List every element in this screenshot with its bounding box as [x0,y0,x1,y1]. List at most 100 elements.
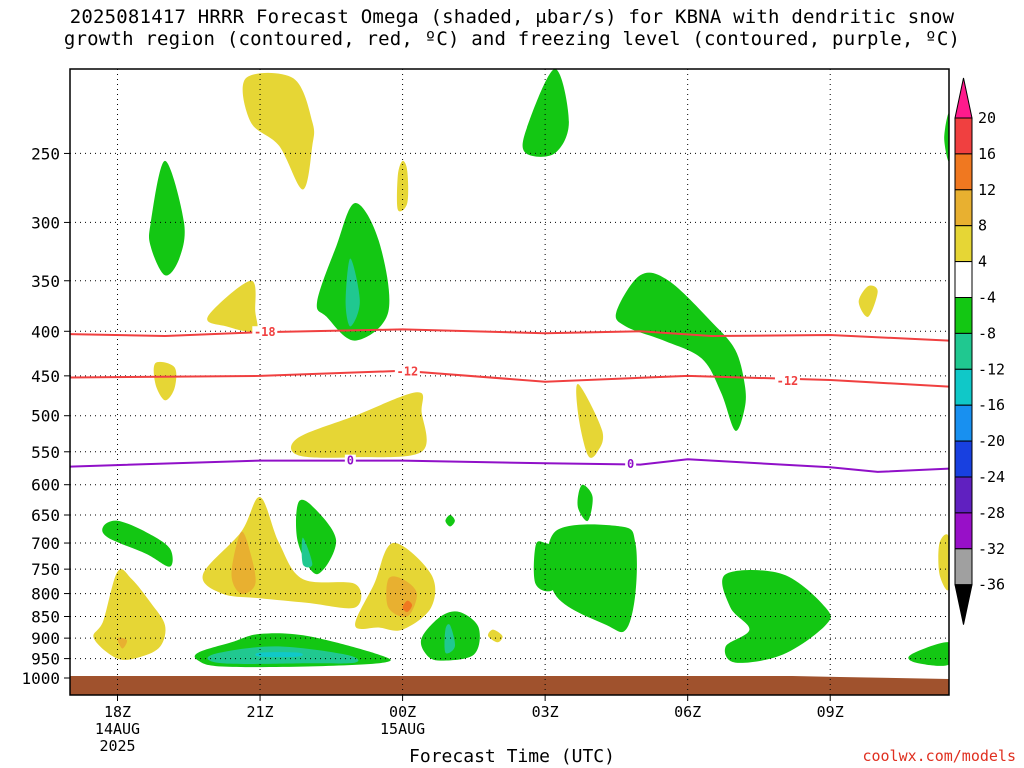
omega-region--4toto-8 [445,515,455,527]
contour-label: 0 [627,457,634,471]
colorbar-label: 4 [978,253,987,271]
y-tick-label: 850 [31,608,60,627]
omega-region-4toto8 [290,392,427,458]
omega-region--8toto-12 [301,537,313,568]
colorbar-top-triangle [954,77,973,119]
omega-region-4toto8 [576,384,604,458]
contour-label: -12 [397,365,419,379]
y-tick-label: 700 [31,534,60,553]
chart-title-line2: growth region (contoured, red, ºC) and f… [63,28,961,50]
colorbar-segment [954,476,973,514]
x-tick-label: 03Z [532,703,559,721]
y-tick-label: 750 [31,560,60,579]
omega-region--4toto-8 [547,524,637,633]
colorbar-segment [954,404,973,442]
omega-region--12toto-16 [255,652,303,658]
x-tick-label: 14AUG [95,720,140,738]
colorbar-segment [954,153,973,191]
colorbar-label: -32 [978,540,1005,558]
colorbar-label: -4 [978,289,996,307]
y-tick-label: 300 [31,213,60,232]
x-tick-label: 06Z [674,703,701,721]
omega-region-4toto8 [307,595,356,608]
y-tick-label: 500 [31,407,60,426]
contour-line-dendritic--18 [70,328,949,342]
colorbar-label: -8 [978,324,996,342]
x-axis-label: Forecast Time (UTC) [409,746,615,767]
omega-region--4toto-8 [149,160,185,276]
colorbar-label: 20 [978,109,996,127]
omega-region-4toto8 [93,569,166,660]
omega-region-8toto12 [231,531,256,594]
omega-region--4toto-8 [722,570,831,663]
omega-region-4toto8 [396,160,409,212]
colorbar-segment [954,440,973,478]
colorbar-label: -16 [978,396,1005,414]
contour-label-bg [774,374,800,386]
colorbar-label: -20 [978,432,1005,450]
x-tick-label: 2025 [99,737,135,755]
omega-region--4toto-8 [102,520,173,567]
colorbar-label: 12 [978,181,996,199]
colorbar-segment [954,117,973,155]
colorbar-segment [954,512,973,550]
x-tick-label: 21Z [247,703,274,721]
colorbar-segment [954,189,973,227]
colorbar-label: 16 [978,145,996,163]
colorbar-label: -28 [978,504,1005,522]
omega-region--4toto-8 [944,113,949,162]
chart-title: 2025081417 HRRR Forecast Omega (shaded, … [0,6,1024,50]
omega-region-4toto8 [938,534,949,591]
omega-region-4toto8 [858,285,878,317]
y-tick-label: 400 [31,322,60,341]
omega-region--4toto-8 [577,484,593,522]
contour-label-bg [625,457,637,469]
omega-region-12toto16 [402,600,413,613]
contour-label: -12 [777,374,799,388]
omega-region--4toto-8 [615,272,746,431]
ground-gap [792,676,949,679]
contour-line-freezing-0 [70,458,949,473]
colorbar-segment [954,225,973,263]
colorbar-label: -12 [978,360,1005,378]
y-tick-label: 900 [31,629,60,648]
omega-region-4toto8 [207,280,258,332]
y-tick-label: 950 [31,650,60,669]
contour-label-bg [344,454,356,466]
omega-region-4toto8 [242,72,315,190]
colorbar: 20 16 12 8 4 -4 -8 -12 -16 -20 -24 -28 -32 -36 [954,77,1005,625]
omega-region--8toto-12 [444,624,456,654]
colorbar-segment [954,297,973,334]
omega-region--4toto-8 [295,499,337,575]
colorbar-label: -24 [978,468,1005,486]
colorbar-segment [954,548,973,586]
x-tick-label: 00Z [389,703,416,721]
contour-label-bg [394,365,420,377]
omega-region-8toto12 [117,637,128,649]
y-tick-label: 350 [31,272,60,291]
omega-region-4toto8 [202,497,362,609]
x-tick-label: 18Z [104,703,131,721]
x-tick-label: 15AUG [380,720,425,738]
omega-region--4toto-8 [908,642,949,666]
contour-line-dendritic--12 [70,369,949,388]
contour-label-bg [252,326,278,338]
y-tick-label: 600 [31,476,60,495]
omega-region--4toto-8 [522,69,569,157]
omega-region-4toto8 [487,629,503,643]
plot-frame [69,68,950,696]
colorbar-label: 8 [978,217,987,235]
y-tick-label: 550 [31,443,60,462]
y-tick-label: 1000 [21,669,60,688]
colorbar-segment [954,368,973,406]
y-tick-label: 450 [31,367,60,386]
colorbar-segment [954,261,973,299]
colorbar-segment [954,332,973,370]
ground-strip [70,676,949,695]
x-tick-label: 09Z [817,703,844,721]
watermark: coolwx.com/models [862,747,1016,765]
colorbar-label: -36 [978,576,1005,594]
plot-area: -18 -12 -12 0 0 [70,69,949,695]
contour-label: 0 [347,454,354,468]
